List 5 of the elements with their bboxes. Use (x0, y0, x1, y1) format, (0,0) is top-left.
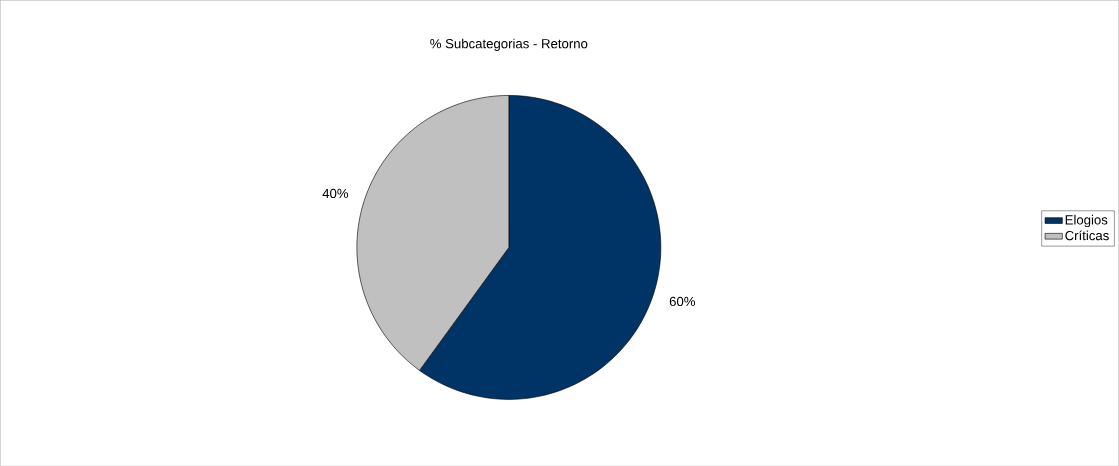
data-label: 60% (669, 296, 696, 306)
legend-label: Críticas (1065, 230, 1109, 240)
chart-title: % Subcategorias - Retorno (430, 38, 588, 51)
legend-label: Elogios (1065, 214, 1108, 227)
data-label: 40% (322, 188, 349, 198)
